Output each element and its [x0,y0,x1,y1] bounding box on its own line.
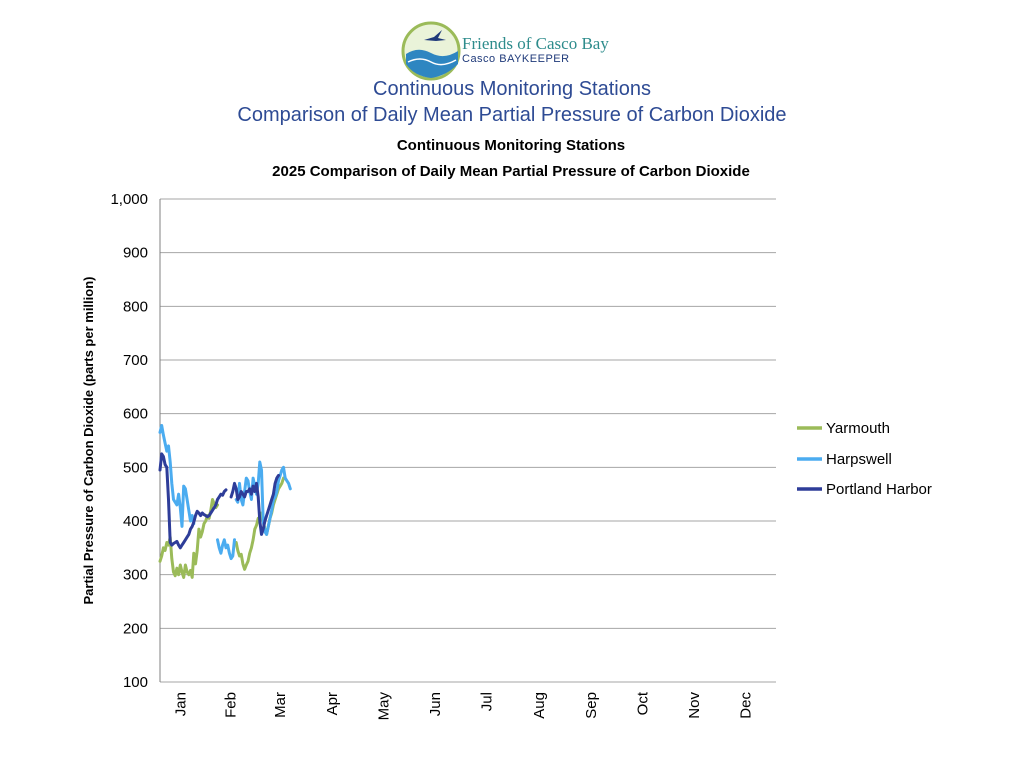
x-tick-label-feb: Feb [222,692,239,718]
series-line-portland-harbor [158,452,228,550]
legend-label-portland-harbor: Portland Harbor [826,481,932,498]
y-tick-label: 200 [123,620,148,637]
chart-title-line1: Continuous Monitoring Stations [397,137,625,154]
x-tick-label-aug: Aug [531,692,548,719]
y-tick-label: 600 [123,406,148,423]
series-line-harpswell [234,460,292,536]
x-tick-label-may: May [375,692,392,721]
logo-emblem-icon [401,21,461,81]
series-line-harpswell [216,538,236,561]
y-tick-label: 300 [123,567,148,584]
x-tick-label-mar: Mar [272,692,289,718]
series-line-harpswell [158,424,196,528]
logo: Friends of Casco Bay Casco BAYKEEPER [400,20,640,82]
x-tick-label-sep: Sep [583,692,600,719]
x-tick-label-jan: Jan [172,692,189,716]
x-tick-label-apr: Apr [324,692,341,715]
header-title-line1: Continuous Monitoring Stations [373,78,651,100]
x-tick-label-dec: Dec [738,692,755,719]
legend-label-yarmouth: Yarmouth [826,420,890,437]
chart: Continuous Monitoring Stations 2025 Compa… [81,137,932,721]
y-tick-label: 900 [123,245,148,262]
y-tick-label: 1,000 [110,191,148,208]
x-tick-label-oct: Oct [634,691,651,715]
logo-sub-name: Casco BAYKEEPER [462,53,570,65]
y-tick-label: 800 [123,298,148,315]
x-tick-label-jul: Jul [479,692,496,711]
x-tick-label-nov: Nov [686,692,703,719]
y-tick-label: 100 [123,674,148,691]
y-tick-label: 700 [123,352,148,369]
x-tick-label-jun: Jun [427,692,444,716]
header-title-line2: Comparison of Daily Mean Partial Pressur… [237,104,787,126]
y-tick-label: 500 [123,459,148,476]
series-line-portland-harbor [229,473,280,536]
logo-org-name: Friends of Casco Bay [462,34,609,53]
chart-title-line2: 2025 Comparison of Daily Mean Partial Pr… [272,163,750,180]
y-tick-label: 400 [123,513,148,530]
legend-label-harpswell: Harpswell [826,451,892,468]
y-axis-label: Partial Pressure of Carbon Dioxide (part… [81,277,96,605]
